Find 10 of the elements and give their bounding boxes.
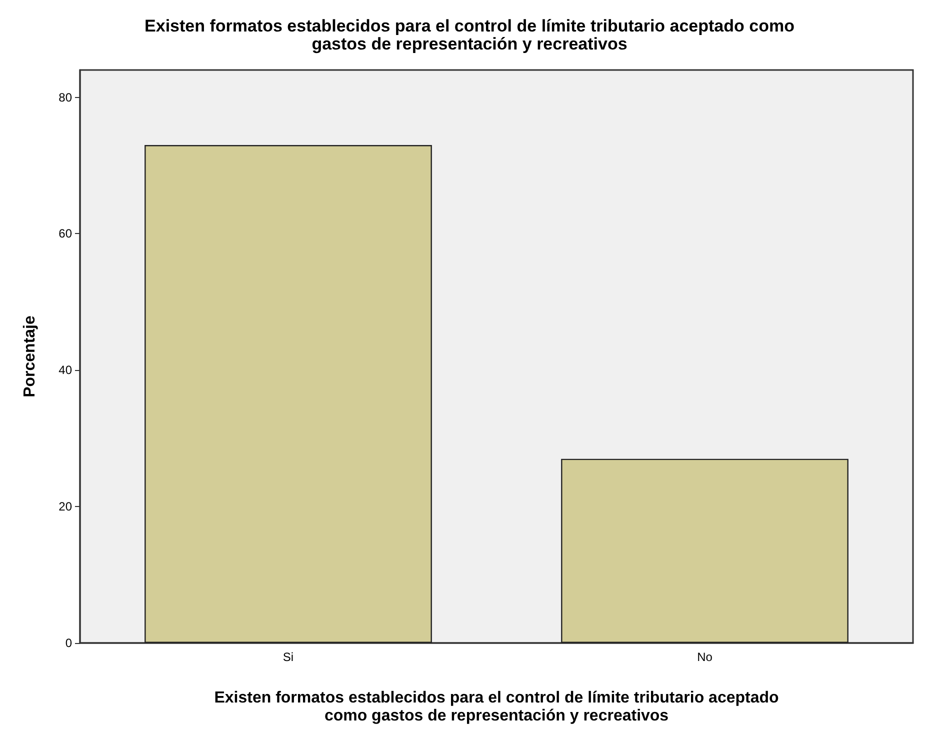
- y-tick-label: 60: [58, 226, 72, 241]
- x-tick-label: Si: [282, 650, 294, 664]
- y-tick-label: 40: [58, 363, 72, 378]
- y-tick-label: 80: [58, 90, 72, 104]
- x-axis-title: Existen formatos establecidos para el control de límite tributario aceptado como gastos de representación y recreativos: [214, 690, 780, 724]
- chart-title: Existen formatos establecidos para el control de límite tributario aceptado como gastos de representación y recreativos: [144, 16, 794, 54]
- y-tick-label: 0: [65, 636, 72, 650]
- x-tick-label: No: [697, 650, 713, 664]
- y-axis-title: Porcentaje: [22, 315, 38, 398]
- y-tick-label: 20: [58, 500, 72, 514]
